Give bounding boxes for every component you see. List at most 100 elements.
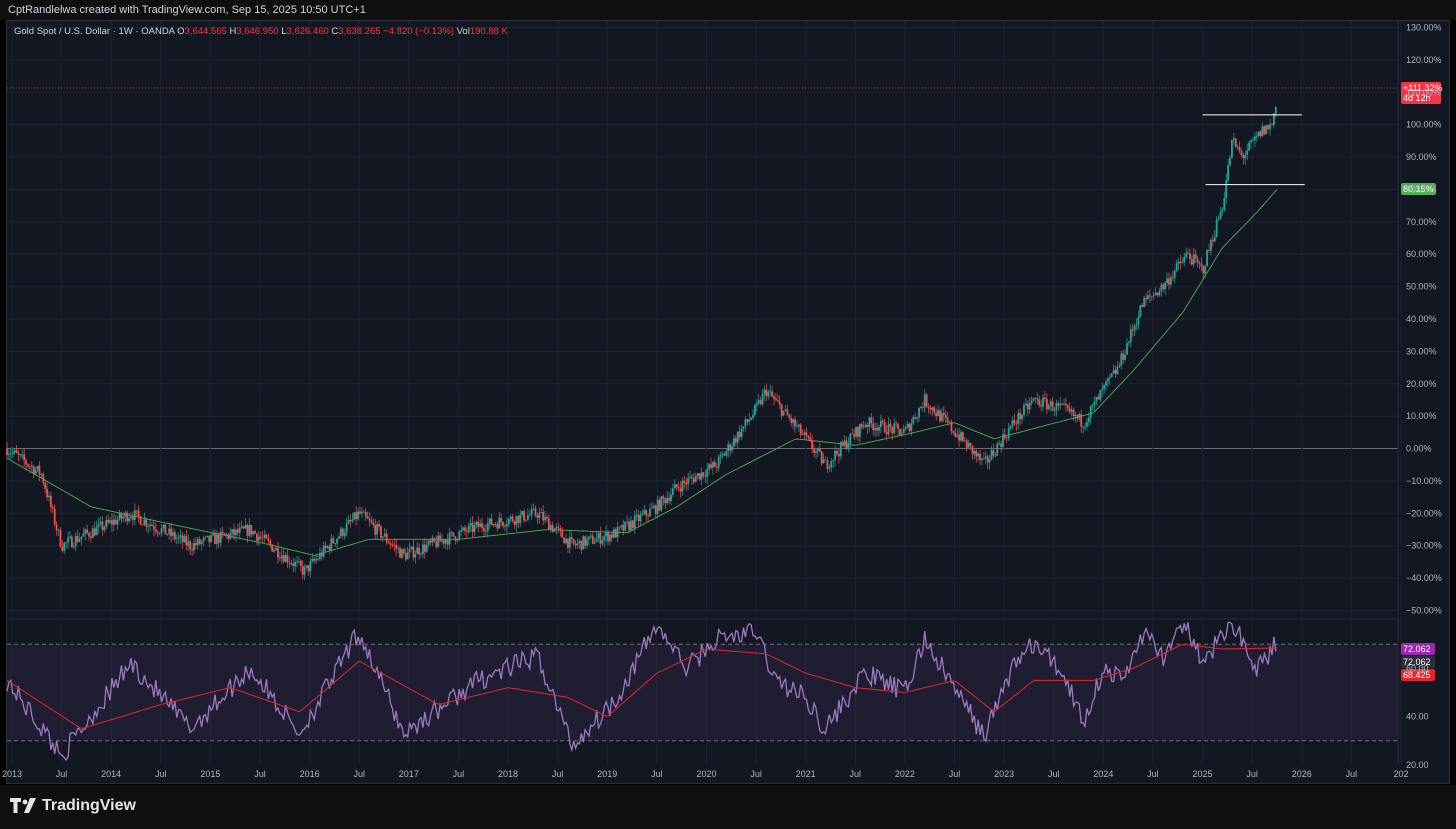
candle-body [353,512,356,520]
candle-body [963,440,966,442]
candle-body [456,539,459,541]
candle-body [1221,209,1224,212]
candle-body [1227,165,1230,181]
candle-body [713,462,716,467]
candle-body [853,434,856,437]
candle-body [154,529,157,532]
candle-body [162,524,165,529]
candle-body [849,433,852,444]
candle-body [334,543,337,544]
candle-body [9,453,12,455]
candle-body [967,442,970,448]
candle-body [1003,434,1006,438]
candle-body [462,527,464,531]
candle-body [979,453,981,461]
candle-body [969,442,972,446]
candle-body [815,451,817,453]
candle-body [1131,329,1134,331]
candle-body [1158,291,1161,296]
candle-body [1141,305,1144,308]
x-tick-label: 2022 [895,769,915,779]
candle-body [765,389,768,397]
candle-body [734,438,737,443]
candle-body [252,531,255,535]
candle-body [345,523,348,533]
tradingview-logo[interactable]: TradingView [10,797,136,815]
candle-body [431,537,434,543]
candle-body [899,428,901,435]
candle-body [364,511,367,517]
x-tick-label: Jul [453,769,465,779]
candle-body [433,537,436,542]
candle-body [410,546,413,550]
candle-body [622,525,625,531]
candle-body [868,417,871,428]
candle-body [217,534,220,543]
candle-body [988,459,991,463]
candle-body [244,524,247,529]
candle-body [301,565,304,575]
candle-body [1040,405,1043,407]
candle-body [380,526,382,538]
candle-body [946,417,949,423]
candle-body [1265,125,1268,135]
rsi-value-badge [1401,643,1435,655]
x-tick-label: Jul [1048,769,1060,779]
candle-body [441,539,443,542]
candle-body [860,424,863,427]
candle-body [769,391,772,393]
candle-body [975,450,978,457]
candle-body [423,544,426,552]
x-tick-label: Jul [1147,769,1159,779]
candle-body [643,510,646,514]
candle-body [425,544,428,552]
candle-body [857,427,859,437]
candle-body [763,389,766,394]
candle-body [752,414,754,419]
candle-body [1086,422,1088,427]
candle-body [549,525,552,530]
candle-body [160,528,163,534]
candle-body [591,535,594,544]
candle-body [565,538,567,544]
y-tick-label: 60.00% [1406,249,1437,259]
candle-body [1089,406,1092,418]
x-tick-label: Jul [949,769,961,779]
candle-body [446,539,449,545]
candle-body [1242,155,1245,159]
rsi-band [7,644,1398,741]
legend-l-label: L [281,26,287,37]
candle-body [319,552,321,559]
candle-body [799,424,802,435]
candle-body [107,519,110,523]
candle-body [809,437,812,441]
candle-body [215,534,218,545]
x-tick-label: 2020 [696,769,716,779]
candle-body [490,518,493,526]
candle-body [299,561,302,566]
candle-body [1051,401,1054,411]
candle-body [782,410,785,416]
legend-symbol: Gold Spot / U.S. Dollar · 1W · OANDA [14,26,175,37]
candle-body [212,533,214,535]
y-tick-label: 90.00% [1406,152,1437,162]
candle-body [689,477,691,479]
chart-frame[interactable] [6,20,1450,784]
candle-body [1267,125,1270,130]
candle-body [1150,295,1153,297]
legend-o-label: O [177,26,185,37]
candle-body [530,509,533,515]
candle-body [185,536,188,546]
y-tick-label: −40.00% [1406,573,1442,583]
candle-body [584,536,587,546]
candle-body [616,527,619,538]
candle-body [65,542,68,544]
candle-body [920,407,922,409]
candle-body [273,549,276,552]
candle-body [1084,426,1086,428]
candle-body [294,561,297,567]
candle-body [1269,124,1271,130]
candle-body [179,535,182,538]
candle-body [986,456,989,463]
